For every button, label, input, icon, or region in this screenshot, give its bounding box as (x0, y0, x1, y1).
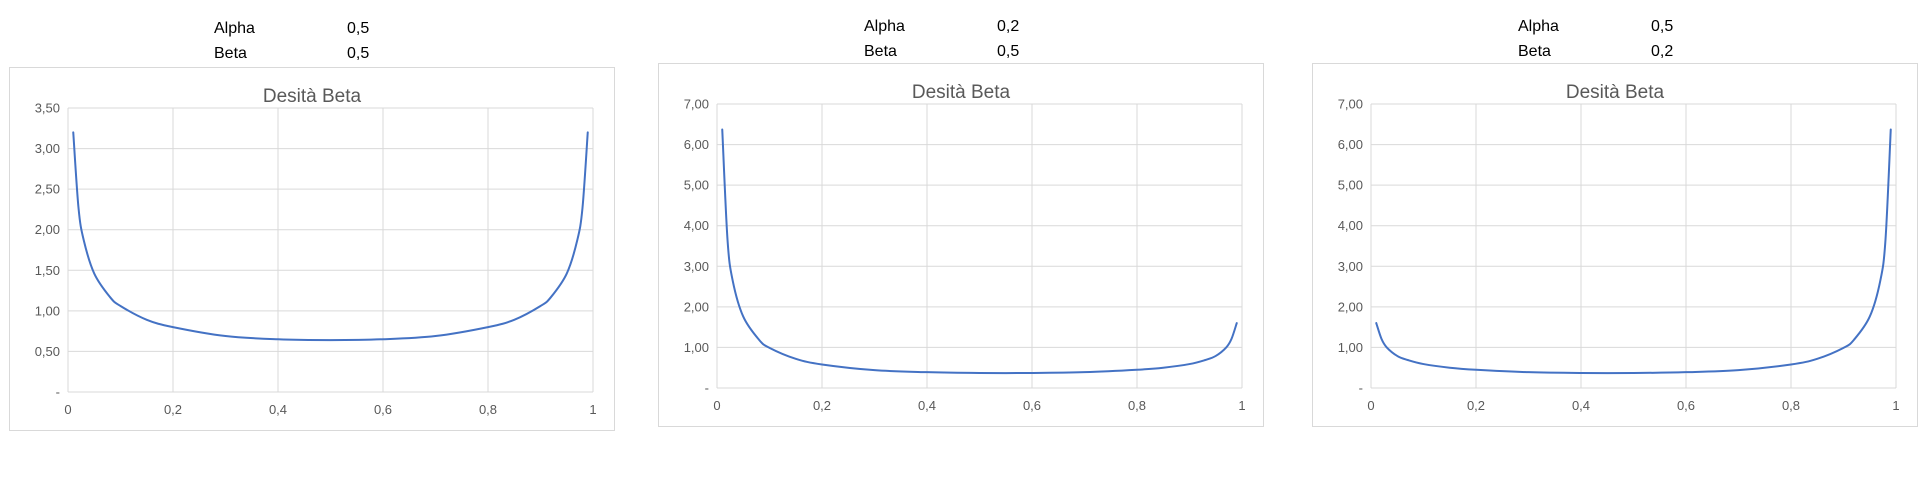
y-tick-label: 5,00 (1338, 178, 1363, 193)
y-tick-label: 1,00 (35, 303, 60, 318)
density-series-line (1375, 128, 1892, 375)
y-tick-label: 3,00 (684, 259, 709, 274)
x-tick-label: 0,4 (918, 398, 936, 413)
x-tick-label: 0,6 (1023, 398, 1041, 413)
beta-density-chart-2: Desità Beta - 1,00 2,00 3,00 4,00 5,00 6,00 7,00… (684, 82, 1246, 413)
beta-density-chart-3: Desità Beta - 1,00 2,00 3,00 4,00 5,00 6,00 7,00… (1338, 82, 1900, 413)
param-value-alpha: 0,2 (997, 18, 1020, 35)
y-tick-label: 7,00 (684, 97, 709, 112)
x-tick-label: 1 (1238, 398, 1245, 413)
param-value-beta: 0,2 (1651, 43, 1674, 60)
param-name-beta: Beta (864, 43, 897, 60)
y-tick-label: 4,00 (1338, 218, 1363, 233)
y-tick-label: 1,00 (1338, 340, 1363, 355)
x-tick-label: 1 (589, 402, 596, 417)
chart-title: Desità Beta (263, 86, 362, 107)
chart-title: Desità Beta (1566, 82, 1665, 103)
density-series-line (721, 128, 1238, 375)
x-tick-label: 0 (1367, 398, 1374, 413)
y-tick-label: 2,00 (684, 299, 709, 314)
y-tick-label: - (705, 381, 709, 396)
param-name-beta: Beta (1518, 43, 1551, 60)
y-tick-label: 2,00 (35, 222, 60, 237)
chart-box-1[interactable]: Desità Beta - 0,50 1,00 1,50 2,00 2,50 3,00 3,50… (9, 67, 615, 431)
param-row-beta: Beta 0,5 (214, 41, 414, 66)
x-tick-label: 1 (1892, 398, 1899, 413)
beta-density-chart-1: Desità Beta - 0,50 1,00 1,50 2,00 2,50 3,00 3,50… (35, 86, 597, 417)
param-row-alpha: Alpha 0,5 (1518, 14, 1718, 39)
x-tick-label: 0 (713, 398, 720, 413)
y-tick-label: 6,00 (684, 137, 709, 152)
y-tick-label: 3,00 (1338, 259, 1363, 274)
x-tick-label: 0,6 (1677, 398, 1695, 413)
x-tick-label: 0,2 (1467, 398, 1485, 413)
param-name-alpha: Alpha (1518, 18, 1559, 35)
param-value-beta: 0,5 (347, 45, 370, 62)
x-tick-label: 0,2 (813, 398, 831, 413)
chart-box-2[interactable]: Desità Beta - 1,00 2,00 3,00 4,00 5,00 6,00 7,00… (658, 63, 1264, 427)
params-table-2: Alpha 0,2 Beta 0,5 (864, 14, 1064, 64)
y-tick-label: 6,00 (1338, 137, 1363, 152)
param-row-alpha: Alpha 0,5 (214, 16, 414, 41)
param-row-beta: Beta 0,5 (864, 39, 1064, 64)
density-series-line (72, 131, 589, 342)
x-tick-label: 0,8 (1782, 398, 1800, 413)
x-tick-label: 0,6 (374, 402, 392, 417)
param-row-beta: Beta 0,2 (1518, 39, 1718, 64)
param-name-alpha: Alpha (214, 20, 255, 37)
y-tick-label: 2,00 (1338, 299, 1363, 314)
x-tick-label: 0,4 (1572, 398, 1590, 413)
y-tick-label: - (56, 385, 60, 400)
x-tick-label: 0,2 (164, 402, 182, 417)
y-tick-label: - (1359, 381, 1363, 396)
y-tick-label: 7,00 (1338, 97, 1363, 112)
param-value-alpha: 0,5 (1651, 18, 1674, 35)
y-tick-label: 1,50 (35, 263, 60, 278)
x-tick-label: 0,8 (479, 402, 497, 417)
param-value-beta: 0,5 (997, 43, 1020, 60)
y-tick-label: 3,50 (35, 101, 60, 116)
y-tick-label: 4,00 (684, 218, 709, 233)
params-table-1: Alpha 0,5 Beta 0,5 (214, 16, 414, 66)
y-tick-label: 0,50 (35, 344, 60, 359)
param-name-alpha: Alpha (864, 18, 905, 35)
y-tick-label: 2,50 (35, 182, 60, 197)
chart-box-3[interactable]: Desità Beta - 1,00 2,00 3,00 4,00 5,00 6,00 7,00… (1312, 63, 1918, 427)
y-tick-label: 5,00 (684, 178, 709, 193)
param-value-alpha: 0,5 (347, 20, 370, 37)
x-tick-label: 0,4 (269, 402, 287, 417)
x-tick-label: 0,8 (1128, 398, 1146, 413)
params-table-3: Alpha 0,5 Beta 0,2 (1518, 14, 1718, 64)
param-name-beta: Beta (214, 45, 247, 62)
y-tick-label: 1,00 (684, 340, 709, 355)
param-row-alpha: Alpha 0,2 (864, 14, 1064, 39)
x-tick-label: 0 (64, 402, 71, 417)
chart-title: Desità Beta (912, 82, 1011, 103)
y-tick-label: 3,00 (35, 141, 60, 156)
